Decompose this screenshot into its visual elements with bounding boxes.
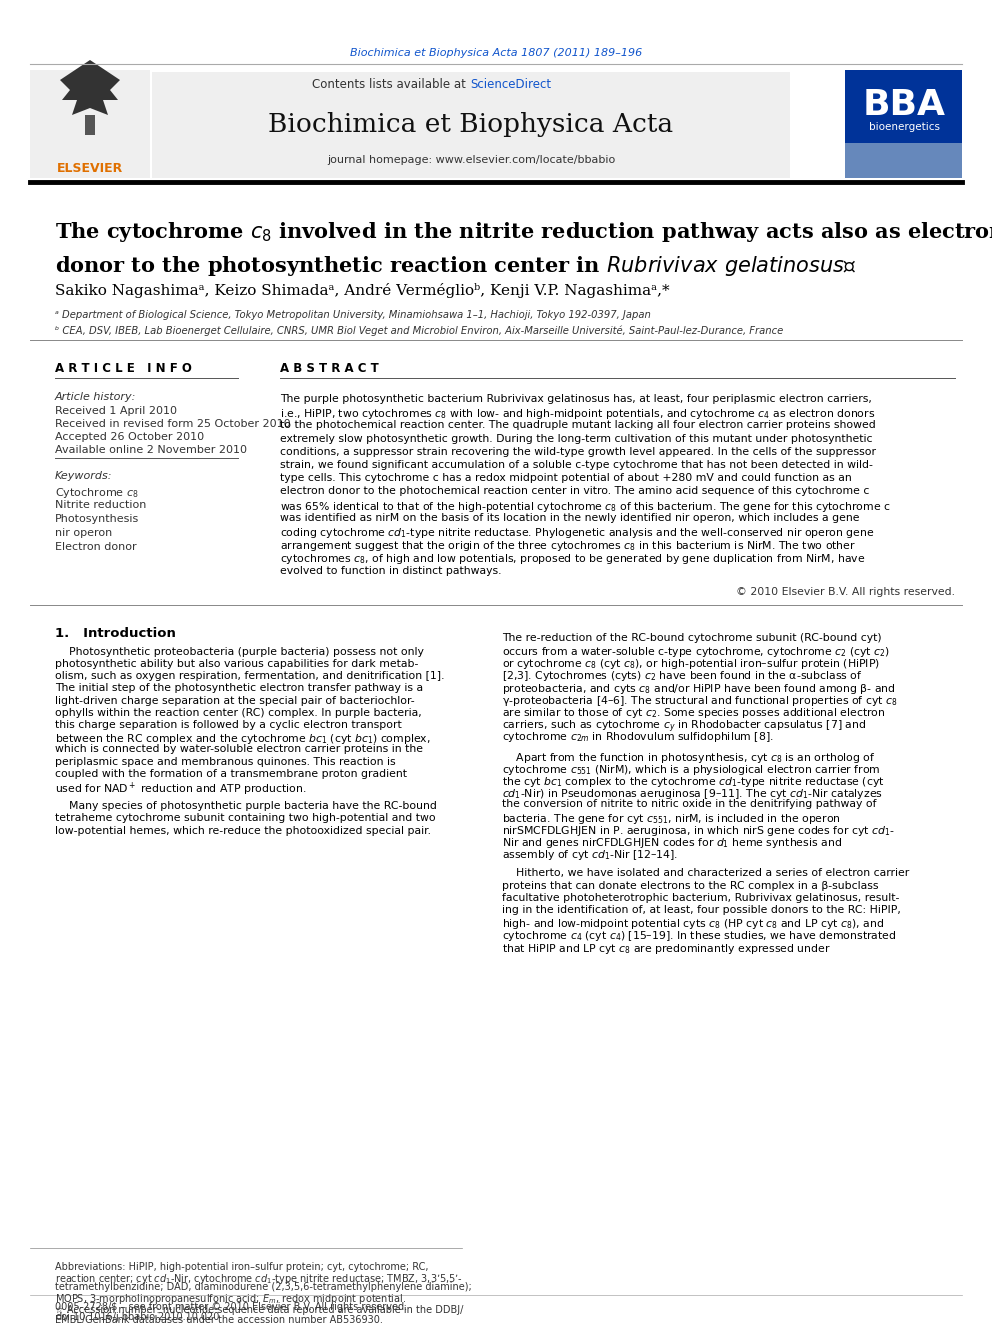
Bar	[152, 71, 790, 179]
Text: between the RC complex and the cytochrome $bc_1$ (cyt $bc_1$) complex,: between the RC complex and the cytochrom…	[55, 732, 431, 746]
Bar	[845, 143, 962, 179]
Text: coupled with the formation of a transmembrane proton gradient: coupled with the formation of a transmem…	[55, 769, 407, 779]
Text: The initial step of the photosynthetic electron transfer pathway is a: The initial step of the photosynthetic e…	[55, 684, 424, 693]
Text: electron donor to the photochemical reaction center in vitro. The amino acid seq: electron donor to the photochemical reac…	[280, 487, 869, 496]
Text: light-driven charge separation at the special pair of bacteriochlor-: light-driven charge separation at the sp…	[55, 696, 415, 705]
Text: evolved to function in distinct pathways.: evolved to function in distinct pathways…	[280, 566, 502, 576]
Text: tetramethylbenzidine; DAD, diaminodurene (2,3,5,6-tetramethylphenylene diamine);: tetramethylbenzidine; DAD, diaminodurene…	[55, 1282, 472, 1293]
Text: high- and low-midpoint potential cyts $c_8$ (HP cyt $c_8$ and LP cyt $c_8$), and: high- and low-midpoint potential cyts $c…	[502, 917, 884, 931]
Text: cytochrome $c_{2m}$ in Rhodovulum sulfidophilum [8].: cytochrome $c_{2m}$ in Rhodovulum sulfid…	[502, 730, 774, 745]
Text: are similar to those of cyt $c_2$. Some species posses additional electron: are similar to those of cyt $c_2$. Some …	[502, 706, 886, 720]
Text: reaction center; cyt $cd_1$-Nir, cytochrome $cd_1$-type nitrite reductase; TMBZ,: reaction center; cyt $cd_1$-Nir, cytochr…	[55, 1271, 463, 1286]
Text: Many species of photosynthetic purple bacteria have the RC-bound: Many species of photosynthetic purple ba…	[55, 802, 436, 811]
Text: Biochimica et Biophysica Acta 1807 (2011) 189–196: Biochimica et Biophysica Acta 1807 (2011…	[350, 48, 642, 58]
Text: was 65% identical to that of the high-potential cytochrome $c_8$ of this bacteri: was 65% identical to that of the high-po…	[280, 500, 891, 513]
Text: Sakiko Nagashimaᵃ, Keizo Shimadaᵃ, André Verméglioᵇ, Kenji V.P. Nagashimaᵃ,*: Sakiko Nagashimaᵃ, Keizo Shimadaᵃ, André…	[55, 283, 670, 298]
Text: this charge separation is followed by a cyclic electron transport: this charge separation is followed by a …	[55, 720, 402, 730]
Text: conditions, a suppressor strain recovering the wild-type growth level appeared. : conditions, a suppressor strain recoveri…	[280, 447, 876, 456]
Text: proteobacteria, and cyts $c_8$ and/or HiPIP have been found among β- and: proteobacteria, and cyts $c_8$ and/or Hi…	[502, 681, 896, 696]
Text: ophylls within the reaction center (RC) complex. In purple bacteria,: ophylls within the reaction center (RC) …	[55, 708, 422, 718]
Text: Photosynthesis: Photosynthesis	[55, 515, 139, 524]
Text: Received 1 April 2010: Received 1 April 2010	[55, 406, 177, 415]
Text: extremely slow photosynthetic growth. During the long-term cultivation of this m: extremely slow photosynthetic growth. Du…	[280, 434, 873, 443]
Text: EMBL/GenBank databases under the accession number AB536930.: EMBL/GenBank databases under the accessi…	[55, 1315, 383, 1323]
Text: that HiPIP and LP cyt $c_8$ are predominantly expressed under: that HiPIP and LP cyt $c_8$ are predomin…	[502, 942, 831, 955]
Text: Electron donor: Electron donor	[55, 542, 137, 552]
Text: The cytochrome $c_8$ involved in the nitrite reduction pathway acts also as elec: The cytochrome $c_8$ involved in the nit…	[55, 220, 992, 278]
Text: cytochromes $c_8$, of high and low potentials, proposed to be generated by gene : cytochromes $c_8$, of high and low poten…	[280, 553, 865, 566]
Text: Keywords:: Keywords:	[55, 471, 112, 482]
Text: Nir and genes nirCFDLGHJEN codes for $d_1$ heme synthesis and: Nir and genes nirCFDLGHJEN codes for $d_…	[502, 836, 842, 849]
Text: Contents lists available at: Contents lists available at	[312, 78, 470, 91]
Text: carriers, such as cytochrome $c_y$ in Rhodobacter capsulatus [7] and: carriers, such as cytochrome $c_y$ in Rh…	[502, 718, 866, 734]
Text: bioenergetics: bioenergetics	[869, 122, 939, 132]
Bar	[845, 70, 962, 179]
Text: ScienceDirect: ScienceDirect	[470, 78, 552, 91]
Text: doi:10.1016/j.bbabio.2010.10.020: doi:10.1016/j.bbabio.2010.10.020	[55, 1312, 219, 1322]
Text: assembly of cyt $cd_1$-Nir [12–14].: assembly of cyt $cd_1$-Nir [12–14].	[502, 848, 679, 863]
Text: journal homepage: www.elsevier.com/locate/bbabio: journal homepage: www.elsevier.com/locat…	[327, 155, 615, 165]
Text: Biochimica et Biophysica Acta: Biochimica et Biophysica Acta	[269, 112, 674, 138]
Text: Article history:: Article history:	[55, 392, 136, 402]
Text: the cyt $bc_1$ complex to the cytochrome $cd_1$-type nitrite reductase (cyt: the cyt $bc_1$ complex to the cytochrome…	[502, 775, 885, 789]
Text: olism, such as oxygen respiration, fermentation, and denitrification [1].: olism, such as oxygen respiration, ferme…	[55, 671, 444, 681]
Text: cytochrome $c_{551}$ (NirM), which is a physiological electron carrier from: cytochrome $c_{551}$ (NirM), which is a …	[502, 763, 881, 777]
Text: cytochrome $c_4$ (cyt $c_4$) [15–19]. In these studies, we have demonstrated: cytochrome $c_4$ (cyt $c_4$) [15–19]. In…	[502, 929, 897, 943]
Text: 1.   Introduction: 1. Introduction	[55, 627, 176, 640]
Text: Abbreviations: HiPIP, high-potential iron–sulfur protein; cyt, cytochrome; RC,: Abbreviations: HiPIP, high-potential iro…	[55, 1262, 429, 1271]
Text: [2,3]. Cytochromes (cyts) $c_2$ have been found in the α-subclass of: [2,3]. Cytochromes (cyts) $c_2$ have bee…	[502, 669, 863, 684]
Text: photosynthetic ability but also various capabilities for dark metab-: photosynthetic ability but also various …	[55, 659, 419, 669]
Text: coding cytochrome $cd_1$-type nitrite reductase. Phylogenetic analysis and the w: coding cytochrome $cd_1$-type nitrite re…	[280, 527, 875, 540]
Text: γ-proteobacteria [4–6]. The structural and functional properties of cyt $c_8$: γ-proteobacteria [4–6]. The structural a…	[502, 693, 898, 708]
Text: nir operon: nir operon	[55, 528, 112, 538]
Text: ᵃ Department of Biological Science, Tokyo Metropolitan University, Minamiohsawa : ᵃ Department of Biological Science, Toky…	[55, 310, 651, 320]
Bar	[30, 70, 150, 179]
Text: The purple photosynthetic bacterium Rubrivivax gelatinosus has, at least, four p: The purple photosynthetic bacterium Rubr…	[280, 394, 872, 404]
Text: A B S T R A C T: A B S T R A C T	[280, 363, 379, 374]
Text: periplasmic space and membranous quinones. This reaction is: periplasmic space and membranous quinone…	[55, 757, 396, 766]
Text: strain, we found significant accumulation of a soluble c-type cytochrome that ha: strain, we found significant accumulatio…	[280, 460, 873, 470]
Text: ᵇ CEA, DSV, IBEB, Lab Bioenerget Cellulaire, CNRS, UMR Biol Veget and Microbiol : ᵇ CEA, DSV, IBEB, Lab Bioenerget Cellula…	[55, 325, 784, 336]
Text: BBA: BBA	[862, 89, 945, 122]
Text: The re-reduction of the RC-bound cytochrome subunit (RC-bound cyt): The re-reduction of the RC-bound cytochr…	[502, 632, 882, 643]
Text: low-potential hemes, which re-reduce the photooxidized special pair.: low-potential hemes, which re-reduce the…	[55, 826, 431, 836]
Text: Apart from the function in photosynthesis, cyt $c_8$ is an ortholog of: Apart from the function in photosynthesi…	[502, 750, 876, 765]
Text: was identified as nirM on the basis of its location in the newly identified nir : was identified as nirM on the basis of i…	[280, 513, 859, 523]
Text: type cells. This cytochrome c has a redox midpoint potential of about +280 mV an: type cells. This cytochrome c has a redo…	[280, 474, 852, 483]
Text: tetraheme cytochrome subunit containing two high-potential and two: tetraheme cytochrome subunit containing …	[55, 814, 435, 823]
Text: or cytochrome $c_8$ (cyt $c_8$), or high-potential iron–sulfur protein (HiPIP): or cytochrome $c_8$ (cyt $c_8$), or high…	[502, 658, 880, 671]
Text: nirSMCFDLGHJEN in P. aeruginosa, in which nirS gene codes for cyt $cd_1$-: nirSMCFDLGHJEN in P. aeruginosa, in whic…	[502, 824, 895, 837]
Text: arrangement suggest that the origin of the three cytochromes $c_8$ in this bacte: arrangement suggest that the origin of t…	[280, 540, 856, 553]
Text: MOPS, 3-morpholinopropanesulfonic acid; $E_m$, redox midpoint potential.: MOPS, 3-morpholinopropanesulfonic acid; …	[55, 1293, 406, 1306]
Text: ELSEVIER: ELSEVIER	[57, 161, 123, 175]
Text: © 2010 Elsevier B.V. All rights reserved.: © 2010 Elsevier B.V. All rights reserved…	[736, 587, 955, 597]
Text: Photosynthetic proteobacteria (purple bacteria) possess not only: Photosynthetic proteobacteria (purple ba…	[55, 647, 424, 656]
Text: Accepted 26 October 2010: Accepted 26 October 2010	[55, 433, 204, 442]
Polygon shape	[60, 60, 120, 115]
Text: to the photochemical reaction center. The quadruple mutant lacking all four elec: to the photochemical reaction center. Th…	[280, 421, 876, 430]
Text: Available online 2 November 2010: Available online 2 November 2010	[55, 445, 247, 455]
Text: used for NAD$^+$ reduction and ATP production.: used for NAD$^+$ reduction and ATP produ…	[55, 781, 307, 798]
Text: facultative photoheterotrophic bacterium, Rubrivivax gelatinosus, result-: facultative photoheterotrophic bacterium…	[502, 893, 900, 902]
Text: Cytochrome $c_8$: Cytochrome $c_8$	[55, 486, 139, 500]
Text: $cd_1$-Nir) in Pseudomonas aeruginosa [9–11]. The cyt $cd_1$-Nir catalyzes: $cd_1$-Nir) in Pseudomonas aeruginosa [9…	[502, 787, 883, 802]
Text: bacteria. The gene for cyt $c_{551}$, nirM, is included in the operon: bacteria. The gene for cyt $c_{551}$, ni…	[502, 811, 841, 826]
Text: which is connected by water-soluble electron carrier proteins in the: which is connected by water-soluble elec…	[55, 745, 423, 754]
Bar	[85, 115, 95, 135]
Text: A R T I C L E   I N F O: A R T I C L E I N F O	[55, 363, 191, 374]
Text: ☆ Accession number: nucleotide sequence data reported are available in the DDBJ/: ☆ Accession number: nucleotide sequence …	[55, 1304, 463, 1315]
Text: ing in the identification of, at least, four possible donors to the RC: HiPIP,: ing in the identification of, at least, …	[502, 905, 901, 916]
Text: Received in revised form 25 October 2010: Received in revised form 25 October 2010	[55, 419, 291, 429]
Text: the conversion of nitrite to nitric oxide in the denitrifying pathway of: the conversion of nitrite to nitric oxid…	[502, 799, 877, 810]
Text: proteins that can donate electrons to the RC complex in a β-subclass: proteins that can donate electrons to th…	[502, 881, 879, 890]
Text: Hitherto, we have isolated and characterized a series of electron carrier: Hitherto, we have isolated and character…	[502, 868, 910, 878]
Text: Nitrite reduction: Nitrite reduction	[55, 500, 147, 509]
Text: occurs from a water-soluble c-type cytochrome, cytochrome $c_2$ (cyt $c_2$): occurs from a water-soluble c-type cytoc…	[502, 646, 890, 659]
Text: 0005-2728/$ – see front matter © 2010 Elsevier B.V. All rights reserved.: 0005-2728/$ – see front matter © 2010 El…	[55, 1302, 407, 1312]
Text: i.e., HiPIP, two cytochromes $c_8$ with low- and high-midpoint potentials, and c: i.e., HiPIP, two cytochromes $c_8$ with …	[280, 407, 875, 421]
